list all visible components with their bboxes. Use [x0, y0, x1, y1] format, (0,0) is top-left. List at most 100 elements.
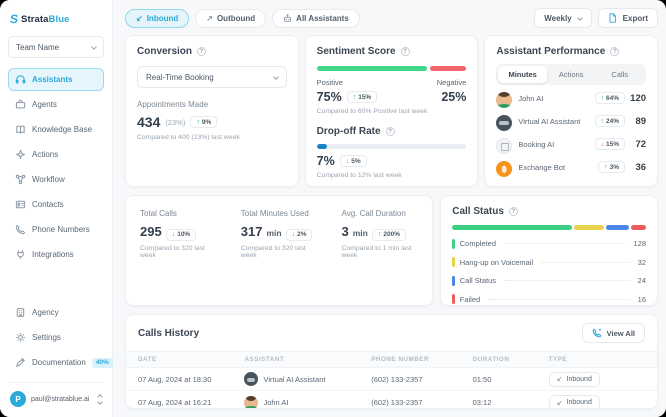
- positive-label: Positive: [316, 78, 343, 87]
- arrow-down-icon: ↓: [345, 157, 350, 165]
- export-button[interactable]: Export: [597, 8, 658, 28]
- sidebar-item-workflow[interactable]: Workflow: [8, 168, 104, 191]
- completed-segment: [452, 225, 573, 230]
- user-menu[interactable]: P paul@stratablue.ai: [8, 382, 104, 409]
- legend-color-chip: [452, 294, 455, 304]
- arrow-up-icon: ↑: [600, 94, 605, 102]
- sidebar-item-phone-numbers[interactable]: Phone Numbers: [8, 218, 104, 241]
- tab-outbound[interactable]: ↗ Outbound: [195, 8, 267, 28]
- sentiment-bar: [316, 66, 467, 71]
- conversion-compare-text: Compared to 400 (23%) last week: [137, 134, 240, 141]
- change-value: 15%: [358, 93, 372, 101]
- help-icon[interactable]: ?: [610, 47, 620, 56]
- sidebar-item-settings[interactable]: Settings: [8, 326, 104, 349]
- appointments-made-label: Appointments Made: [137, 100, 209, 109]
- change-badge: ↑ 9%: [190, 116, 218, 128]
- sidebar-item-actions[interactable]: Actions: [8, 143, 104, 166]
- sidebar-item-agents[interactable]: Agents: [8, 93, 104, 116]
- tab-inbound[interactable]: ↙ Inbound: [125, 8, 190, 28]
- column-header-type: TYPE: [548, 356, 568, 363]
- legend-item: Call Status 24: [452, 275, 646, 286]
- call-status-segment: [606, 225, 629, 230]
- help-icon[interactable]: ?: [385, 127, 395, 136]
- team-selector[interactable]: Team Name: [8, 36, 104, 58]
- legend-label: Failed: [459, 294, 481, 304]
- assistant-performance-tabs: Minutes Actions Calls: [496, 64, 647, 85]
- avatar: [244, 395, 259, 408]
- tab-minutes[interactable]: Minutes: [498, 66, 547, 83]
- sidebar-item-label: Actions: [32, 150, 59, 159]
- period-selector[interactable]: Weekly: [534, 8, 592, 28]
- call-phone-number: (602) 133-2357: [371, 398, 423, 407]
- call-type-badge: ↙ Inbound: [548, 395, 600, 408]
- sidebar-item-label: Agency: [32, 308, 59, 317]
- change-badge: ↑ 200%: [371, 228, 406, 241]
- phone-call-icon: [592, 328, 602, 338]
- sidebar-item-label: Integrations: [32, 250, 74, 259]
- view-all-button[interactable]: View All: [581, 323, 645, 343]
- assistant-row[interactable]: Booking AI ↓ 15% 72: [496, 138, 646, 154]
- call-status-bar: [452, 225, 646, 230]
- sidebar-item-assistants[interactable]: Assistants: [8, 68, 104, 91]
- legend-value: 16: [637, 294, 646, 304]
- tab-label: All Assistants: [296, 13, 349, 23]
- tab-calls[interactable]: Calls: [611, 70, 629, 79]
- avatar: [496, 115, 513, 131]
- failed-segment: [630, 225, 646, 230]
- tab-actions[interactable]: Actions: [558, 70, 584, 79]
- legend-item: Completed 128: [452, 238, 646, 249]
- sidebar-item-label: Phone Numbers: [32, 225, 90, 234]
- sidebar-item-label: Settings: [32, 333, 61, 342]
- tab-all-assistants[interactable]: All Assistants: [272, 8, 360, 28]
- help-icon[interactable]: ?: [508, 207, 518, 216]
- inbound-arrow-icon: ↙: [136, 13, 143, 23]
- plug-icon: [15, 249, 26, 260]
- sidebar-item-label: Agents: [32, 100, 57, 109]
- inbound-arrow-icon: ↙: [556, 376, 563, 383]
- sidebar-item-knowledge-base[interactable]: Knowledge Base: [8, 118, 104, 141]
- sidebar-item-integrations[interactable]: Integrations: [8, 243, 104, 266]
- arrow-down-icon: ↓: [600, 140, 605, 148]
- brand-name-secondary: Blue: [48, 13, 70, 25]
- avatar: ฿: [496, 161, 513, 177]
- arrow-up-icon: ↑: [377, 231, 382, 238]
- arrow-up-icon: ↑: [600, 117, 605, 125]
- pen-icon: [15, 357, 26, 368]
- table-row[interactable]: 07 Aug, 2024 at 18:30 Virtual AI Assista…: [126, 368, 657, 391]
- change-value: 24%: [606, 117, 620, 125]
- change-value: 64%: [606, 94, 620, 102]
- table-header-row: DATE ASSISTANT PHONE NUMBER DURATION TYP…: [126, 351, 657, 368]
- assistant-row[interactable]: ฿ Exchange Bot ↑ 3% 36: [496, 161, 646, 177]
- change-badge: ↑ 15%: [346, 91, 378, 103]
- conversion-type-selector[interactable]: Real-Time Booking: [137, 66, 287, 88]
- avatar: [244, 372, 259, 386]
- user-email: paul@stratablue.ai: [31, 395, 90, 403]
- help-icon[interactable]: ?: [400, 47, 410, 56]
- brand-mark-icon: S: [9, 12, 19, 26]
- assistant-row[interactable]: Virtual AI Assistant ↑ 24% 89: [496, 115, 646, 131]
- brand-logo: S StrataBlue: [8, 10, 104, 36]
- dropoff-bar: [316, 144, 467, 149]
- assistant-name: Virtual AI Assistant: [518, 116, 581, 126]
- assistant-row[interactable]: John AI ↑ 64% 120: [496, 92, 646, 108]
- arrow-down-icon: ↓: [291, 231, 296, 238]
- call-type-label: Inbound: [566, 375, 592, 383]
- call-date: 07 Aug, 2024 at 16:21: [138, 398, 212, 407]
- help-icon[interactable]: ?: [197, 47, 207, 56]
- sentiment-compare-text: Compared to 60% Positive last week: [316, 108, 428, 115]
- change-badge: ↓ 2%: [285, 228, 313, 241]
- appointments-made-value: 434: [137, 114, 161, 130]
- legend-leader: [488, 298, 630, 300]
- sidebar-item-documentation[interactable]: Documentation 40%: [8, 351, 113, 374]
- change-badge: ↓ 15%: [594, 138, 626, 150]
- negative-value: 25%: [441, 90, 467, 104]
- conversion-card: Conversion ? Real-Time Booking Appointme…: [125, 35, 299, 187]
- change-value: 200%: [383, 231, 400, 238]
- sidebar-item-agency[interactable]: Agency: [8, 301, 104, 324]
- legend-color-chip: [452, 238, 455, 249]
- call-stats-card: Total Calls 295 ↓ 10% Compared to 320 las…: [125, 195, 434, 306]
- sidebar-item-contacts[interactable]: Contacts: [8, 193, 104, 216]
- change-badge: ↑ 24%: [594, 115, 626, 127]
- table-row[interactable]: 07 Aug, 2024 at 16:21 John AI (602) 133-…: [126, 391, 657, 408]
